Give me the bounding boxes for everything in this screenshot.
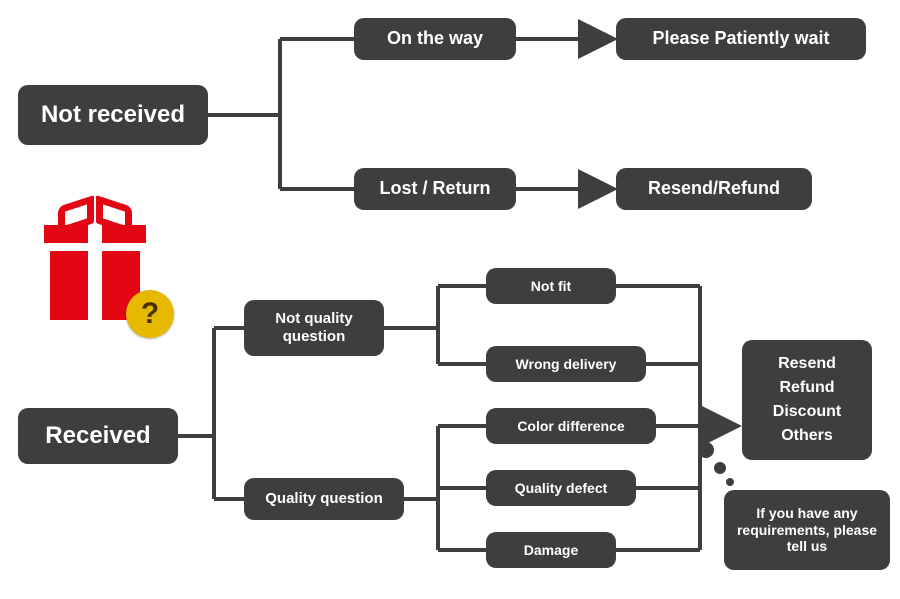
node-damage: Damage — [486, 532, 616, 568]
node-not-received: Not received — [18, 85, 208, 145]
node-on-the-way: On the way — [354, 18, 516, 60]
node-please-wait: Please Patiently wait — [616, 18, 866, 60]
node-tell-us: If you have any requirements, please tel… — [724, 490, 890, 570]
flowchart-stage: Not received On the way Lost / Return Pl… — [0, 0, 900, 599]
node-quality: Quality question — [244, 478, 404, 520]
node-quality-defect: Quality defect — [486, 470, 636, 506]
node-not-fit: Not fit — [486, 268, 616, 304]
node-received: Received — [18, 408, 178, 464]
node-wrong-delivery: Wrong delivery — [486, 346, 646, 382]
question-badge-icon: ? — [126, 290, 174, 338]
node-outcomes: Resend Refund Discount Others — [742, 340, 872, 460]
gift-icon: ? — [30, 195, 170, 335]
node-color-diff: Color difference — [486, 408, 656, 444]
node-lost-return: Lost / Return — [354, 168, 516, 210]
node-not-quality: Not quality question — [244, 300, 384, 356]
node-resend-refund: Resend/Refund — [616, 168, 812, 210]
